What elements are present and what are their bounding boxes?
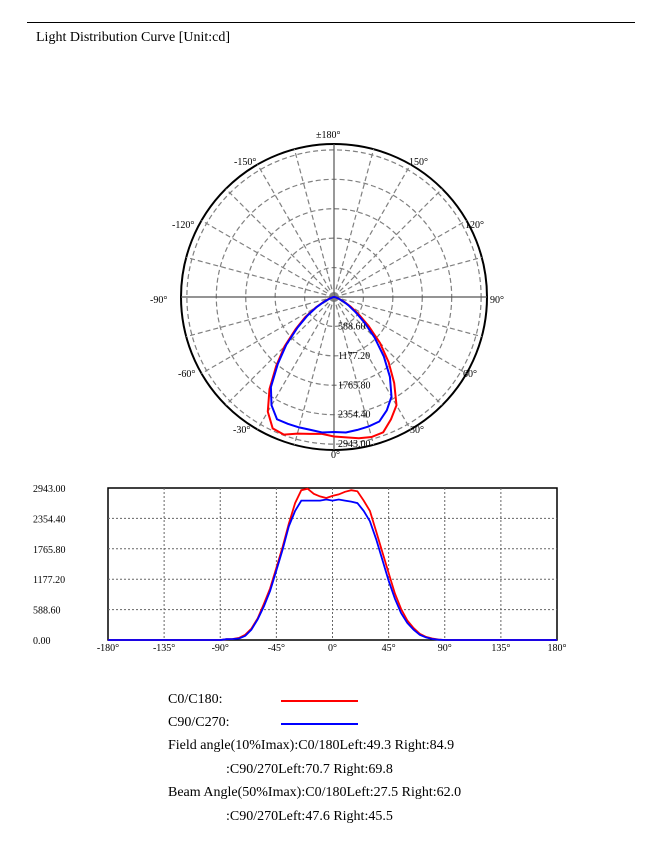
beam-angle-c0: Beam Angle(50%Imax):C0/180Left:27.5 Righ… (168, 785, 462, 800)
polar-spoke (333, 296, 482, 338)
linear-x-tick: 135° (491, 643, 510, 654)
linear-x-tick: 180° (548, 643, 567, 654)
polar-spoke (186, 256, 335, 298)
polar-angle-label: -90° (150, 295, 167, 306)
linear-x-tick: -135° (153, 643, 175, 654)
polar-angle-label: 60° (463, 369, 477, 380)
polar-spoke (333, 296, 467, 375)
polar-angle-label: 30° (410, 425, 424, 436)
polar-spoke (333, 149, 375, 298)
polar-radial-label: 2943.00 (338, 439, 371, 450)
legend-c90-label: C90/C270: (168, 715, 230, 730)
polar-angle-label: -30° (233, 425, 250, 436)
polar-radial-label: 1177.20 (338, 351, 370, 362)
polar-spoke (225, 188, 335, 298)
linear-y-tick: 2943.00 (33, 484, 66, 495)
top-rule (27, 22, 635, 23)
linear-x-tick: 45° (382, 643, 396, 654)
polar-spoke (186, 296, 335, 338)
linear-x-tick: 90° (438, 643, 452, 654)
polar-angle-label: -120° (172, 220, 194, 231)
polar-spoke (256, 296, 335, 430)
polar-spoke (256, 164, 335, 298)
polar-angle-label: 150° (409, 157, 428, 168)
linear-series-c90-c270 (108, 498, 557, 641)
field-angle-c90: :C90/270Left:70.7 Right:69.8 (226, 762, 393, 777)
polar-angle-label: 0° (331, 450, 340, 461)
polar-angle-label: -150° (234, 157, 256, 168)
linear-x-tick: 0° (328, 643, 337, 654)
linear-y-tick: 0.00 (33, 636, 51, 647)
linear-y-tick: 2354.40 (33, 514, 66, 525)
polar-spoke (333, 296, 443, 406)
linear-y-tick: 588.60 (33, 606, 61, 617)
linear-x-tick: -180° (97, 643, 119, 654)
page-title: Light Distribution Curve [Unit:cd] (36, 30, 231, 45)
polar-radial-label: 2354.40 (338, 410, 371, 421)
polar-angle-label: 90° (490, 295, 504, 306)
polar-radial-label: 1765.80 (338, 380, 371, 391)
polar-angle-label: ±180° (316, 130, 341, 141)
polar-radial-label: 588.60 (338, 321, 366, 332)
polar-angle-label: -60° (178, 369, 195, 380)
linear-y-tick: 1765.80 (33, 545, 66, 556)
polar-spoke (201, 219, 335, 298)
linear-x-tick: -90° (212, 643, 229, 654)
field-angle-c0: Field angle(10%Imax):C0/180Left:49.3 Rig… (168, 738, 455, 753)
linear-y-tick: 1177.20 (33, 575, 65, 586)
polar-spoke (333, 256, 482, 298)
polar-chart: ±180° 150° -150° 120° -120° 90° -90° 60° -60° 30°… (150, 130, 504, 461)
polar-angle-label: 120° (465, 220, 484, 231)
linear-chart: 0.00 588.60 1177.20 1765.80 2354.40 2943.00 -1… (33, 484, 567, 654)
polar-series-c90-c270 (269, 296, 393, 434)
beam-angle-c90: :C90/270Left:47.6 Right:45.5 (226, 809, 393, 824)
polar-spoke (225, 296, 335, 406)
polar-spoke (333, 296, 412, 430)
legend-c0-label: C0/C180: (168, 692, 223, 707)
polar-spoke (333, 296, 375, 445)
linear-x-tick: -45° (268, 643, 285, 654)
polar-spoke (333, 164, 412, 298)
polar-spoke (293, 296, 335, 445)
polar-spoke (333, 219, 467, 298)
legend-c0-swatch (281, 700, 358, 702)
polar-spoke (293, 149, 335, 298)
legend-c90-swatch (281, 723, 358, 725)
polar-spoke (333, 188, 443, 298)
